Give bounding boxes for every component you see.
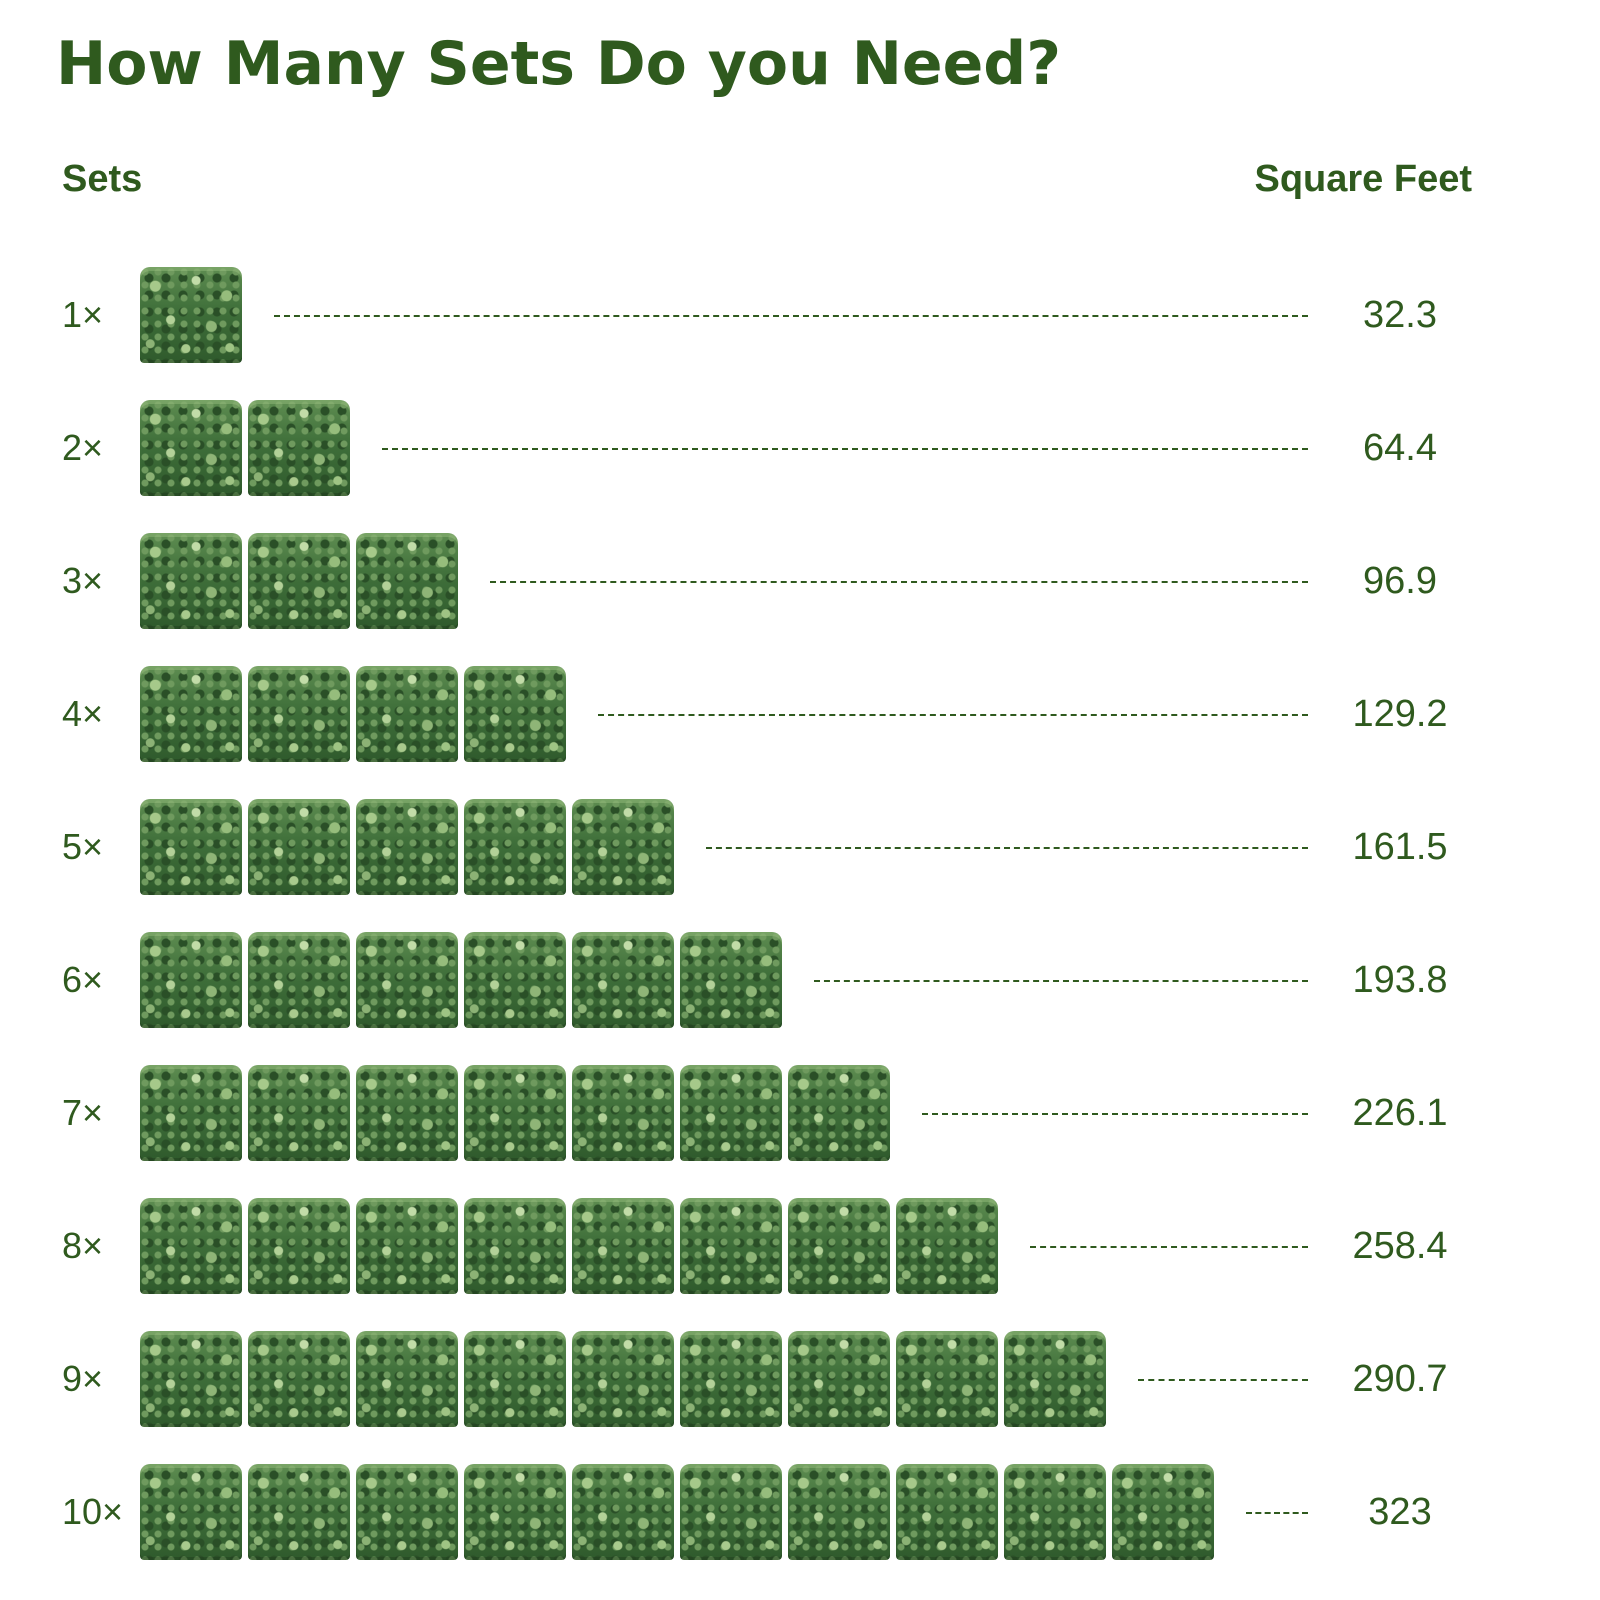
grass-panel-icon xyxy=(464,1065,566,1161)
grass-panel-icon xyxy=(356,666,458,762)
table-row: 5× 161.5 xyxy=(0,797,1600,897)
sets-column-header: Sets xyxy=(62,158,143,200)
grass-panel-icon xyxy=(680,1331,782,1427)
grass-panel-icon xyxy=(896,1464,998,1560)
grass-panel-icon xyxy=(464,1198,566,1294)
grass-panel-icon xyxy=(248,932,350,1028)
table-row: 3× 96.9 xyxy=(0,531,1600,631)
grass-panel-icon xyxy=(572,1464,674,1560)
set-count-label: 9× xyxy=(62,1358,104,1399)
dashed-leader-line xyxy=(274,315,1308,317)
square-feet-column-header: Square Feet xyxy=(1254,158,1472,200)
grass-panel-icon xyxy=(680,932,782,1028)
square-feet-value: 32.3 xyxy=(1363,294,1437,336)
grass-panel-icon xyxy=(572,932,674,1028)
square-feet-value: 226.1 xyxy=(1352,1092,1448,1134)
square-feet-value: 290.7 xyxy=(1352,1358,1448,1400)
grass-panel-icon xyxy=(248,1198,350,1294)
set-count-label: 5× xyxy=(62,826,104,867)
grass-panel-icon xyxy=(896,1331,998,1427)
grass-panel-icon xyxy=(356,1198,458,1294)
grass-panel-icon xyxy=(680,1198,782,1294)
dashed-leader-line xyxy=(922,1113,1308,1115)
dashed-leader-line xyxy=(814,980,1308,982)
square-feet-value: 129.2 xyxy=(1352,693,1448,735)
grass-panel-icon xyxy=(788,1065,890,1161)
grass-panel-icon xyxy=(788,1198,890,1294)
grass-panel-icon xyxy=(140,666,242,762)
grass-panel-icon xyxy=(140,533,242,629)
set-count-label: 7× xyxy=(62,1092,104,1133)
square-feet-value: 258.4 xyxy=(1352,1225,1448,1267)
table-row: 1× 32.3 xyxy=(0,265,1600,365)
grass-panel-icon xyxy=(788,1331,890,1427)
grass-panel-icon xyxy=(140,1464,242,1560)
dashed-leader-line xyxy=(490,581,1308,583)
grass-panel-icon xyxy=(788,1464,890,1560)
grass-panel-icon xyxy=(140,1198,242,1294)
grass-panel-icon xyxy=(464,932,566,1028)
grass-panel-icon xyxy=(356,932,458,1028)
table-row: 8× 258.4 xyxy=(0,1196,1600,1296)
square-feet-value: 193.8 xyxy=(1352,959,1448,1001)
set-count-label: 3× xyxy=(62,560,104,601)
table-row: 7× 226.1 xyxy=(0,1063,1600,1163)
table-row: 2× 64.4 xyxy=(0,398,1600,498)
grass-panel-icon xyxy=(248,1331,350,1427)
set-count-label: 1× xyxy=(62,294,104,335)
grass-panel-icon xyxy=(248,400,350,496)
grass-panel-icon xyxy=(248,799,350,895)
grass-panel-icon xyxy=(140,267,242,363)
table-row: 4× 129.2 xyxy=(0,664,1600,764)
grass-panel-icon xyxy=(248,1065,350,1161)
dashed-leader-line xyxy=(1030,1246,1308,1248)
grass-panel-icon xyxy=(140,1331,242,1427)
set-count-label: 10× xyxy=(62,1491,124,1532)
grass-panel-icon xyxy=(140,1065,242,1161)
grass-panel-icon xyxy=(248,533,350,629)
page-title: How Many Sets Do you Need? xyxy=(56,29,1062,99)
grass-panel-icon xyxy=(464,1331,566,1427)
grass-panel-icon xyxy=(896,1198,998,1294)
grass-panel-icon xyxy=(140,400,242,496)
grass-panel-icon xyxy=(356,799,458,895)
grass-panel-icon xyxy=(356,1331,458,1427)
square-feet-value: 161.5 xyxy=(1352,826,1448,868)
dashed-leader-line xyxy=(1246,1512,1308,1514)
grass-panel-icon xyxy=(1112,1464,1214,1560)
grass-panel-icon xyxy=(1004,1464,1106,1560)
set-count-label: 6× xyxy=(62,959,104,1000)
grass-panel-icon xyxy=(248,1464,350,1560)
dashed-leader-line xyxy=(1138,1379,1308,1381)
dashed-leader-line xyxy=(706,847,1308,849)
grass-panel-icon xyxy=(464,1464,566,1560)
grass-panel-icon xyxy=(356,1065,458,1161)
set-count-label: 8× xyxy=(62,1225,104,1266)
grass-panel-icon xyxy=(140,932,242,1028)
grass-panel-icon xyxy=(680,1065,782,1161)
grass-panel-icon xyxy=(464,666,566,762)
grass-panel-icon xyxy=(356,1464,458,1560)
grass-panel-icon xyxy=(680,1464,782,1560)
grass-panel-icon xyxy=(140,799,242,895)
grass-panel-icon xyxy=(248,666,350,762)
set-count-label: 2× xyxy=(62,427,104,468)
grass-panel-icon xyxy=(572,799,674,895)
dashed-leader-line xyxy=(382,448,1308,450)
table-row: 9× 290.7 xyxy=(0,1329,1600,1429)
dashed-leader-line xyxy=(598,714,1308,716)
table-row: 10× 323 xyxy=(0,1462,1600,1562)
square-feet-value: 96.9 xyxy=(1363,560,1437,602)
square-feet-value: 64.4 xyxy=(1363,427,1437,469)
table-row: 6× 193.8 xyxy=(0,930,1600,1030)
grass-panel-icon xyxy=(356,533,458,629)
square-feet-value: 323 xyxy=(1368,1491,1432,1533)
grass-panel-icon xyxy=(1004,1331,1106,1427)
grass-panel-icon xyxy=(572,1065,674,1161)
set-count-label: 4× xyxy=(62,693,104,734)
grass-panel-icon xyxy=(464,799,566,895)
grass-panel-icon xyxy=(572,1331,674,1427)
grass-panel-icon xyxy=(572,1198,674,1294)
